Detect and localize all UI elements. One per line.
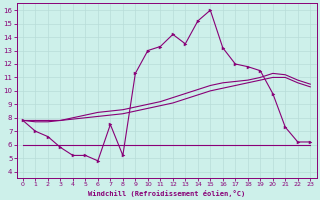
X-axis label: Windchill (Refroidissement éolien,°C): Windchill (Refroidissement éolien,°C) (88, 190, 245, 197)
